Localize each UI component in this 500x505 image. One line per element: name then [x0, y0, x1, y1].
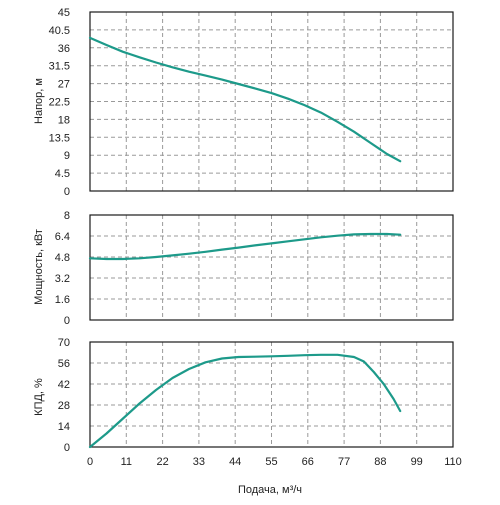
panel-2-y-tick-label: 8	[64, 210, 70, 222]
panel-3-frame	[89, 341, 454, 448]
x-tick-label: 110	[444, 456, 462, 468]
panel-3-y-tick-label: 14	[58, 421, 70, 433]
panel-1-y-tick-label: 9	[64, 150, 70, 162]
x-axis-title: Подача, м³/ч	[238, 484, 302, 496]
x-tick-label: 33	[193, 456, 205, 468]
panel-1-y-tick-label: 18	[58, 114, 70, 126]
panel-1-y-tick-label: 13.5	[49, 132, 70, 144]
x-tick-label: 0	[87, 456, 93, 468]
x-tick-label: 77	[338, 456, 350, 468]
chart-panels: 45 40.5 36 31.5 27 22.5 18 13.5 9 4.5 0 8 6.4 4.8 3.2 1…	[49, 7, 462, 468]
panel-2-ylabel: Мощность, кВт	[33, 229, 45, 305]
panel-1-ylabel: Напор, м	[33, 78, 45, 124]
panel-1-y-tick-label: 27	[58, 79, 70, 91]
panel-1-y-tick-label: 0	[64, 186, 70, 198]
panel-3-ylabel: КПД, %	[33, 378, 45, 416]
panel-3-y-tick-label: 28	[58, 400, 70, 412]
panel-2-y-tick-label: 6.4	[55, 231, 70, 243]
panel-3-series-line	[88, 353, 402, 449]
panel-2-y-tick-label: 1.6	[55, 294, 70, 306]
x-tick-label: 11	[121, 456, 132, 468]
panel-2-y-tick-label: 4.8	[55, 252, 70, 264]
x-tick-label: 99	[411, 456, 423, 468]
panel-1-series-line	[88, 36, 402, 163]
x-tick-label: 22	[156, 456, 168, 468]
panel-1-y-tick-label: 4.5	[55, 168, 70, 180]
panel-1-y-tick-label: 36	[58, 43, 70, 55]
x-tick-label: 55	[265, 456, 277, 468]
panel-3-y-tick-label: 42	[58, 379, 70, 391]
panel-1-y-tick-label: 45	[58, 7, 70, 19]
panel-1-y-tick-label: 31.5	[49, 61, 70, 73]
x-tick-label: 66	[302, 456, 314, 468]
panel-2-y-tick-label: 3.2	[55, 273, 70, 285]
panel-2-series-line	[88, 232, 402, 261]
panel-1-y-tick-label: 40.5	[49, 25, 70, 37]
panel-1-frame	[89, 11, 454, 192]
panel-1-y-tick-label: 22.5	[49, 97, 70, 109]
panel-2-y-tick-label: 0	[64, 315, 70, 327]
panel-2-frame	[89, 214, 454, 321]
panel-3-y-tick-label: 0	[64, 442, 70, 454]
panel-3-y-tick-label: 56	[58, 358, 70, 370]
x-tick-label: 88	[374, 456, 386, 468]
x-tick-label: 44	[229, 456, 241, 468]
panel-3-y-tick-label: 70	[58, 337, 70, 349]
